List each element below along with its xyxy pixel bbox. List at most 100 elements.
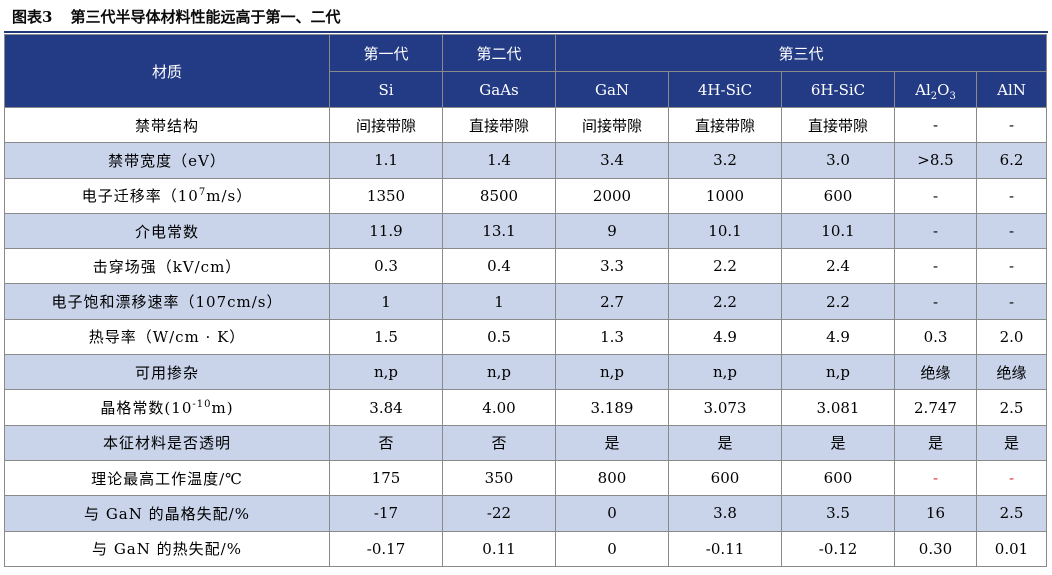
table-cell: 6.2 xyxy=(976,142,1047,179)
table-cell: 3.8 xyxy=(668,495,782,532)
table-cell: 3.5 xyxy=(781,495,895,532)
table-cell: 3.0 xyxy=(781,142,895,179)
row-label: 电子饱和漂移速率（107cm/s） xyxy=(4,283,330,320)
table-cell: 间接带隙 xyxy=(329,106,443,144)
figure-caption: 第三代半导体材料性能远高于第一、二代 xyxy=(70,8,341,26)
row-label: 可用掺杂 xyxy=(4,354,330,391)
table-cell: 175 xyxy=(329,459,443,497)
table-row: 可用掺杂 n,p n,p n,p n,p n,p 绝缘 绝缘 xyxy=(4,354,1047,391)
figure-title: 图表3 第三代半导体材料性能远高于第一、二代 xyxy=(12,4,340,30)
table-cell: -17 xyxy=(329,495,443,532)
row-label: 电子迁移率（107m/s） xyxy=(4,177,330,214)
table-cell: 600 xyxy=(781,459,895,497)
header-gen3: 第三代 xyxy=(555,34,1047,72)
table-cell: 1000 xyxy=(668,177,782,214)
table-cell: 否 xyxy=(329,424,443,461)
table-row: 电子迁移率（107m/s） 1350 8500 2000 1000 600- - xyxy=(4,177,1047,214)
table-cell: 2000 xyxy=(555,177,669,214)
table-cell: - xyxy=(976,177,1047,214)
table-cell: - xyxy=(976,106,1047,144)
table-cell: 3.4 xyxy=(555,142,669,179)
header-row-generations: 材质 第一代 第二代 第三代 xyxy=(4,34,1047,108)
table-cell: 0.3 xyxy=(894,318,977,356)
table-cell: 13.1 xyxy=(442,212,556,250)
table-row: 介电常数 11.9 13.1 9 10.1 10.1- - xyxy=(4,212,1047,250)
table-cell: - xyxy=(976,212,1047,250)
table-cell: - xyxy=(894,459,977,497)
row-label: 与 GaN 的晶格失配/% xyxy=(4,495,330,532)
table-cell: n,p xyxy=(555,354,669,391)
table-cell: 1 xyxy=(329,283,443,320)
row-label: 本征材料是否透明 xyxy=(4,424,330,461)
header-material: 材质 xyxy=(4,34,330,108)
material-properties-table: 材质 第一代 第二代 第三代 Si GaAs GaN 4H-SiC 6H-SiC… xyxy=(4,34,1047,567)
table-cell: 0 xyxy=(555,530,669,567)
table-cell: - xyxy=(976,283,1047,320)
table-cell: 是 xyxy=(976,424,1047,461)
table-cell: - xyxy=(894,248,977,285)
table-cell: 1 xyxy=(442,283,556,320)
table-cell: 3.2 xyxy=(668,142,782,179)
table-cell: 是 xyxy=(894,424,977,461)
header-col-aln: AlN xyxy=(976,71,1047,108)
header-row-materials: Si GaAs GaN 4H-SiC 6H-SiC Al2O3 AlN xyxy=(5,71,1047,108)
row-label: 击穿场强（kV/cm） xyxy=(4,248,330,285)
table-cell: 1.3 xyxy=(555,318,669,356)
table-cell: 3.84 xyxy=(329,389,443,426)
header-gen1: 第一代 xyxy=(329,34,443,72)
table-cell: 0.30 xyxy=(894,530,977,567)
table-cell: 11.9 xyxy=(329,212,443,250)
table-row: 本征材料是否透明否否是是是是是 xyxy=(4,424,1047,461)
table-cell: n,p xyxy=(668,354,782,391)
table-cell: 4.9 xyxy=(781,318,895,356)
table-cell: - xyxy=(894,106,977,144)
table-row: 与 GaN 的热失配/% -0.17 0.11 0 -0.11 -0.12 0.30 0.01 xyxy=(4,530,1047,567)
table-cell: - xyxy=(976,248,1047,285)
table-cell: 8500 xyxy=(442,177,556,214)
table-cell: 0.5 xyxy=(442,318,556,356)
table-cell: 9 xyxy=(555,212,669,250)
table-cell: n,p xyxy=(442,354,556,391)
header-col-al2o3: Al2O3 xyxy=(894,71,977,108)
table-row: 电子饱和漂移速率（107cm/s） 1 1 2.7 2.2 2.2- - xyxy=(4,283,1047,320)
table-cell: 4.00 xyxy=(442,389,556,426)
figure-number: 图表3 xyxy=(12,8,53,26)
table-cell: 2.2 xyxy=(668,248,782,285)
header-col-4h-sic: 4H-SiC xyxy=(668,71,782,108)
table-cell: 2.2 xyxy=(668,283,782,320)
row-label: 晶格常数(10-10m) xyxy=(4,389,330,426)
table-cell: n,p xyxy=(781,354,895,391)
table-row: 击穿场强（kV/cm） 0.3 0.4 3.3 2.2 2.4- - xyxy=(4,248,1047,285)
title-rule xyxy=(4,31,1048,33)
row-label: 与 GaN 的热失配/% xyxy=(4,530,330,567)
row-label: 理论最高工作温度/℃ xyxy=(4,459,330,497)
table-cell: 直接带隙 xyxy=(668,106,782,144)
table-cell: 1.5 xyxy=(329,318,443,356)
table-row: 热导率（W/cm · K） 1.5 0.5 1.3 4.9 4.9 0.3 2.0 xyxy=(4,318,1047,356)
table-cell: 2.747 xyxy=(894,389,977,426)
row-label: 禁带结构 xyxy=(4,106,330,144)
header-gen2: 第二代 xyxy=(442,34,556,72)
header-col-gan: GaN xyxy=(555,71,669,108)
table-cell: 350 xyxy=(442,459,556,497)
table-row: 理论最高工作温度/℃ 175 350 800 600 600- - xyxy=(4,459,1047,497)
table-cell: 2.2 xyxy=(781,283,895,320)
table-cell: 是 xyxy=(668,424,782,461)
table-cell: 10.1 xyxy=(668,212,782,250)
table-cell: 直接带隙 xyxy=(442,106,556,144)
table-cell: 600 xyxy=(781,177,895,214)
table-cell: n,p xyxy=(329,354,443,391)
table-cell: 直接带隙 xyxy=(781,106,895,144)
header-col-6h-sic: 6H-SiC xyxy=(781,71,895,108)
table-row: 与 GaN 的晶格失配/% -17 -22 0 3.8 3.5 16 2.5 xyxy=(4,495,1047,532)
table-cell: 2.7 xyxy=(555,283,669,320)
table-cell: 1.1 xyxy=(329,142,443,179)
table-row: 晶格常数(10-10m) 3.84 4.00 3.189 3.073 3.081 2.747… xyxy=(4,389,1047,426)
table-cell: 是 xyxy=(781,424,895,461)
row-label: 介电常数 xyxy=(4,212,330,250)
table-cell: - xyxy=(894,177,977,214)
table-cell: >8.5 xyxy=(894,142,977,179)
header-col-gaas: GaAs xyxy=(442,71,556,108)
table-cell: 1.4 xyxy=(442,142,556,179)
table-cell: 0.11 xyxy=(442,530,556,567)
